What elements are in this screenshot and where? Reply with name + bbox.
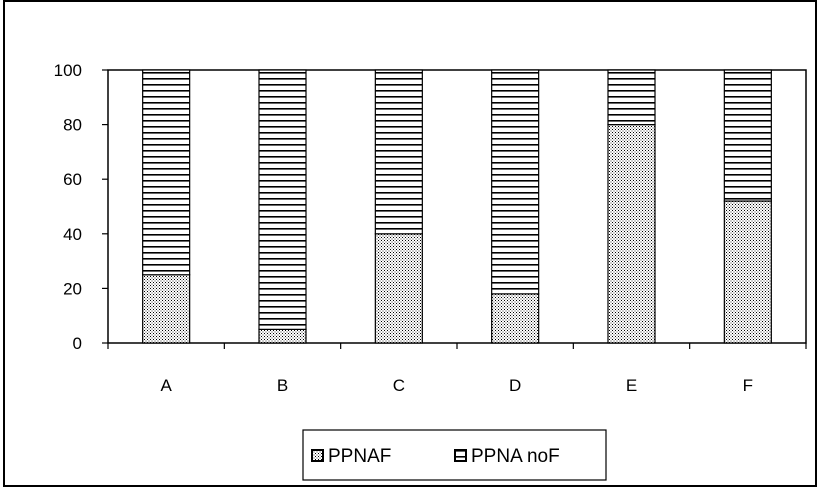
bar-ppna-nof-e bbox=[607, 69, 656, 126]
y-tick-label-0: 0 bbox=[73, 334, 82, 353]
x-tick-label-a: A bbox=[160, 376, 172, 395]
x-tick-label-e: E bbox=[626, 376, 637, 395]
bar-ppnaf-c bbox=[374, 233, 423, 344]
legend-label-ppna-nof: PPNA noF bbox=[471, 446, 560, 467]
bar-ppna-nof-a bbox=[142, 69, 191, 276]
bar-ppnaf-a bbox=[142, 274, 191, 344]
x-tick-label-f: F bbox=[743, 376, 753, 395]
bar-ppnaf-e bbox=[607, 123, 656, 344]
plot-area-border bbox=[107, 69, 807, 344]
x-tick-label-b: B bbox=[277, 376, 288, 395]
bar-ppna-nof-c bbox=[374, 69, 423, 235]
bar-ppna-nof-f bbox=[723, 69, 772, 202]
bar-ppna-nof-d bbox=[491, 69, 540, 295]
legend: PPNAF PPNA noF bbox=[302, 429, 607, 481]
y-tick-label-80: 80 bbox=[63, 116, 82, 135]
x-tick-label-c: C bbox=[393, 376, 405, 395]
bar-ppnaf-b bbox=[258, 328, 307, 344]
bar-ppnaf-f bbox=[723, 200, 772, 344]
y-tick-label-60: 60 bbox=[63, 170, 82, 189]
legend-swatch-ppnaf bbox=[311, 449, 324, 462]
bar-ppnaf-d bbox=[491, 293, 540, 344]
plot-area bbox=[107, 69, 807, 344]
y-tick-label-40: 40 bbox=[63, 225, 82, 244]
legend-label-ppnaf: PPNAF bbox=[328, 446, 391, 467]
y-axis: 0 20 40 60 80 100 bbox=[54, 61, 108, 353]
x-tick-label-d: D bbox=[509, 376, 521, 395]
x-axis: A B C D E F bbox=[107, 343, 807, 395]
y-tick-label-100: 100 bbox=[54, 61, 82, 80]
y-tick-label-20: 20 bbox=[63, 279, 82, 298]
bar-ppna-nof-b bbox=[258, 69, 307, 330]
legend-swatch-ppna-nof bbox=[454, 449, 467, 462]
